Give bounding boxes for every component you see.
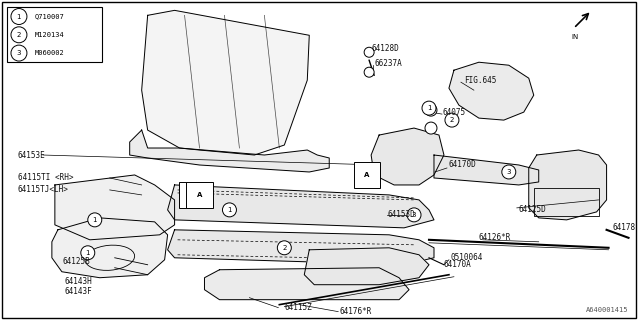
Circle shape: [364, 67, 374, 77]
Circle shape: [445, 113, 459, 127]
Circle shape: [277, 241, 291, 255]
Circle shape: [11, 27, 27, 43]
Text: A640001415: A640001415: [586, 307, 628, 313]
Circle shape: [11, 9, 27, 25]
Text: 64170A: 64170A: [444, 260, 472, 269]
Circle shape: [407, 208, 421, 222]
Text: A: A: [190, 192, 195, 198]
Polygon shape: [130, 130, 329, 172]
Text: IN: IN: [572, 34, 579, 40]
Circle shape: [425, 104, 437, 116]
Text: 64126*R: 64126*R: [479, 233, 511, 242]
Circle shape: [364, 47, 374, 57]
Text: M060002: M060002: [35, 50, 65, 56]
Text: A: A: [364, 172, 370, 178]
Polygon shape: [434, 155, 539, 185]
Text: 64125D: 64125D: [519, 205, 547, 214]
Text: 64178: 64178: [612, 223, 636, 232]
Text: 66237A: 66237A: [374, 59, 402, 68]
Polygon shape: [168, 230, 434, 265]
Circle shape: [88, 213, 102, 227]
Text: FIG.645: FIG.645: [464, 76, 496, 85]
Text: 64125B: 64125B: [63, 257, 91, 266]
Text: 64115TI <RH>: 64115TI <RH>: [18, 173, 74, 182]
Polygon shape: [52, 218, 168, 278]
Polygon shape: [449, 62, 534, 120]
Text: 64143F: 64143F: [65, 287, 93, 296]
Text: 0510064: 0510064: [451, 253, 483, 262]
Text: 1: 1: [86, 250, 90, 256]
Circle shape: [425, 122, 437, 134]
Polygon shape: [205, 268, 409, 300]
Polygon shape: [304, 248, 429, 285]
Bar: [7, 7, 102, 62]
Text: 1: 1: [93, 217, 97, 223]
Circle shape: [81, 246, 95, 260]
Polygon shape: [529, 150, 607, 220]
Text: 64128D: 64128D: [371, 44, 399, 53]
Text: 64176*R: 64176*R: [339, 307, 372, 316]
Text: 64075: 64075: [443, 108, 466, 116]
Text: 64153E: 64153E: [18, 150, 45, 159]
Text: 3: 3: [17, 50, 21, 56]
Text: M120134: M120134: [35, 32, 65, 38]
Circle shape: [502, 165, 516, 179]
Polygon shape: [168, 185, 434, 228]
Text: 2: 2: [282, 245, 287, 251]
Text: 1: 1: [227, 207, 232, 213]
Text: 1: 1: [427, 105, 431, 111]
Circle shape: [11, 45, 27, 61]
Polygon shape: [141, 10, 309, 155]
Bar: [534, 188, 598, 216]
Text: 64143H: 64143H: [65, 277, 93, 286]
Circle shape: [422, 101, 436, 115]
Text: 64170D: 64170D: [449, 161, 477, 170]
Text: 2: 2: [450, 117, 454, 123]
Text: 64153D: 64153D: [387, 210, 415, 220]
Text: 3: 3: [506, 169, 511, 175]
Text: A: A: [197, 192, 202, 198]
Text: 64115Z: 64115Z: [284, 303, 312, 312]
Text: 3: 3: [412, 212, 416, 218]
Polygon shape: [371, 128, 444, 185]
Text: Q710007: Q710007: [35, 13, 65, 20]
Text: 64115TJ<LH>: 64115TJ<LH>: [18, 185, 69, 195]
Circle shape: [223, 203, 236, 217]
Text: 2: 2: [17, 32, 21, 38]
Polygon shape: [55, 175, 175, 240]
Text: 1: 1: [17, 13, 21, 20]
